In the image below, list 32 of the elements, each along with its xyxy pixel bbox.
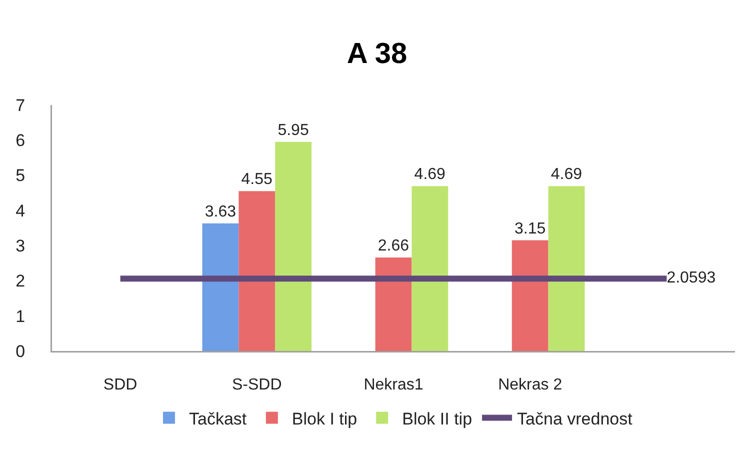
- y-tick-label: 1: [16, 306, 26, 326]
- bar: [275, 142, 312, 351]
- data-label: 4.69: [414, 166, 446, 184]
- data-label: 2.0593: [666, 270, 716, 287]
- data-label: 5.95: [278, 122, 309, 139]
- chart-title: A 38: [346, 38, 408, 70]
- x-tick-label: S-SDD: [232, 376, 282, 394]
- y-tick-label: 7: [16, 96, 26, 115]
- y-tick-label: 3: [16, 236, 26, 256]
- data-label: 3.63: [204, 203, 236, 220]
- data-label: 4.55: [241, 171, 273, 188]
- bar: [412, 186, 448, 351]
- y-tick-label: 0: [16, 342, 26, 361]
- legend-label: Blok II tip: [402, 409, 472, 428]
- y-tick-label: 6: [16, 131, 26, 150]
- bar: [375, 258, 412, 351]
- x-tick-label: Nekras1: [364, 376, 424, 394]
- data-label: 3.15: [514, 220, 546, 238]
- legend-label: Blok I tip: [292, 409, 358, 428]
- legend-label: Tačkast: [189, 409, 247, 428]
- y-tick-label: 4: [16, 201, 26, 220]
- bar: [548, 186, 585, 351]
- y-tick-label: 5: [16, 166, 26, 186]
- x-tick-label: Nekras 2: [498, 376, 562, 394]
- data-label: 4.69: [550, 166, 582, 184]
- bar: [202, 223, 239, 351]
- legend-label: Tačna vrednost: [517, 409, 633, 428]
- y-tick-label: 2: [16, 272, 26, 291]
- bar: [512, 240, 548, 351]
- data-label: 2.66: [378, 238, 410, 255]
- bar: [238, 191, 276, 351]
- x-tick-label: SDD: [103, 376, 138, 394]
